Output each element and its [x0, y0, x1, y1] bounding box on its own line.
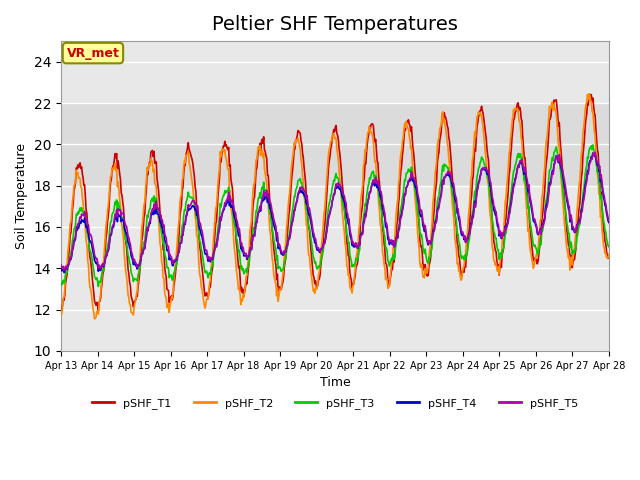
pSHF_T4 [209, 256, 216, 262]
pSHF_T2 [124, 292, 132, 298]
pSHF_T1 [605, 255, 612, 261]
pSHF_T5 [591, 150, 599, 156]
pSHF_T3 [124, 252, 132, 258]
pSHF_T3 [605, 244, 612, 250]
pSHF_T1 [403, 119, 410, 124]
pSHF_T1 [95, 308, 102, 313]
pSHF_T5 [60, 267, 68, 273]
pSHF_T3 [403, 170, 410, 176]
pSHF_T5 [605, 218, 612, 224]
Line: pSHF_T2: pSHF_T2 [61, 94, 609, 319]
Y-axis label: Soil Temperature: Soil Temperature [15, 143, 28, 249]
Text: VR_met: VR_met [67, 47, 120, 60]
Line: pSHF_T5: pSHF_T5 [61, 153, 609, 270]
pSHF_T3 [57, 280, 65, 286]
Legend: pSHF_T1, pSHF_T2, pSHF_T3, pSHF_T4, pSHF_T5: pSHF_T1, pSHF_T2, pSHF_T3, pSHF_T4, pSHF… [88, 394, 582, 413]
pSHF_T2 [209, 252, 216, 258]
pSHF_T1 [124, 266, 132, 272]
pSHF_T4 [60, 270, 68, 276]
pSHF_T5 [209, 256, 216, 262]
pSHF_T4 [124, 240, 132, 246]
pSHF_T1 [180, 171, 188, 177]
pSHF_T4 [419, 215, 426, 221]
pSHF_T4 [605, 220, 612, 226]
Line: pSHF_T3: pSHF_T3 [61, 145, 609, 287]
pSHF_T2 [585, 91, 593, 97]
pSHF_T2 [403, 119, 410, 125]
pSHF_T3 [67, 251, 75, 257]
pSHF_T5 [124, 233, 132, 239]
pSHF_T5 [68, 252, 76, 258]
pSHF_T4 [68, 253, 76, 259]
pSHF_T2 [91, 316, 99, 322]
Bar [61, 103, 609, 186]
pSHF_T1 [586, 91, 594, 97]
Line: pSHF_T1: pSHF_T1 [61, 94, 609, 311]
pSHF_T4 [180, 225, 188, 231]
pSHF_T1 [57, 305, 65, 311]
Line: pSHF_T4: pSHF_T4 [61, 153, 609, 273]
pSHF_T2 [180, 164, 188, 170]
pSHF_T2 [605, 252, 612, 257]
pSHF_T1 [209, 264, 216, 270]
Bar [61, 186, 609, 268]
pSHF_T5 [403, 185, 410, 191]
pSHF_T5 [57, 262, 65, 267]
X-axis label: Time: Time [319, 376, 350, 389]
pSHF_T2 [67, 219, 75, 225]
pSHF_T4 [589, 150, 596, 156]
pSHF_T3 [419, 236, 426, 241]
pSHF_T2 [419, 265, 426, 271]
pSHF_T5 [180, 225, 188, 230]
pSHF_T3 [589, 142, 596, 148]
pSHF_T1 [67, 229, 75, 235]
pSHF_T2 [57, 312, 65, 318]
pSHF_T3 [95, 284, 102, 289]
pSHF_T3 [180, 213, 188, 218]
pSHF_T3 [209, 264, 216, 269]
Title: Peltier SHF Temperatures: Peltier SHF Temperatures [212, 15, 458, 34]
pSHF_T5 [419, 211, 426, 216]
pSHF_T4 [57, 265, 65, 271]
pSHF_T1 [419, 249, 426, 255]
pSHF_T4 [403, 185, 410, 191]
